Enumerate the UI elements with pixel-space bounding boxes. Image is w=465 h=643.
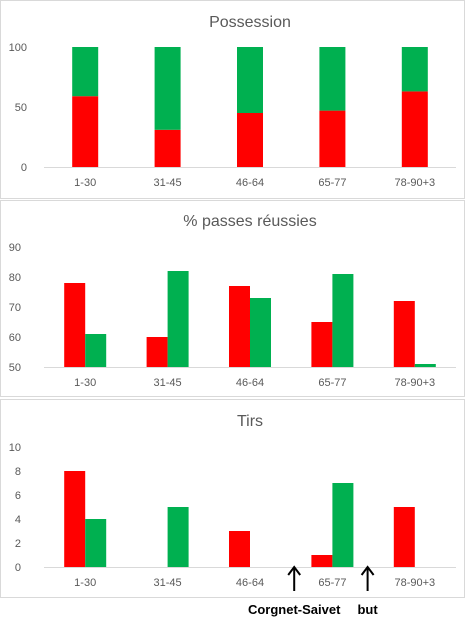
x-tick-label: 46-64 [236,177,264,189]
bar-red [393,507,415,567]
y-tick-label: 90 [9,242,21,254]
y-tick-label: 70 [9,302,21,314]
y-tick-label: 50 [9,362,21,374]
bar-red [237,113,263,167]
bar-green [250,298,271,367]
bar-green [72,47,99,97]
x-tick-label: 31-45 [154,577,182,589]
y-tick-label: 0 [21,162,27,174]
x-tick-label: 46-64 [236,577,264,589]
y-tick-label: 100 [9,42,27,54]
annotation-arrowhead [360,565,375,576]
chart-title: Possession [209,14,291,31]
x-tick-label: 31-45 [154,177,182,189]
bar-red [319,110,346,167]
annotation-label: Corgnet-Saivet [248,602,341,617]
x-tick-label: 65-77 [318,177,346,189]
y-tick-label: 8 [15,466,21,478]
bar-green [167,271,189,367]
bar-green [332,483,354,567]
annotation-label: but [357,602,378,617]
bar-red [64,471,86,567]
bar-red [146,337,168,367]
bar-red [311,555,333,567]
y-tick-label: 0 [15,562,21,574]
x-tick-label: 31-45 [154,377,182,389]
bar-red [72,96,99,167]
x-tick-label: 1-30 [74,377,96,389]
bar-red [229,286,250,367]
x-tick-label: 78-90+3 [394,377,435,389]
bar-green [332,274,354,367]
y-tick-label: 6 [15,490,21,502]
bar-green [401,47,428,92]
x-tick-label: 78-90+3 [394,177,435,189]
x-tick-label: 78-90+3 [394,577,435,589]
bar-red [154,129,181,167]
bar-green [167,507,189,567]
chart-title: Tirs [237,413,263,430]
y-tick-label: 2 [15,538,21,550]
x-tick-label: 1-30 [74,577,96,589]
x-tick-label: 65-77 [318,577,346,589]
bar-green [154,47,181,130]
bar-red [393,301,415,367]
bar-red [64,283,86,367]
bar-green [414,364,436,367]
y-tick-label: 10 [9,442,21,454]
y-tick-label: 80 [9,272,21,284]
bar-red [229,531,250,567]
y-tick-label: 4 [15,514,21,526]
x-tick-label: 1-30 [74,177,96,189]
x-tick-label: 46-64 [236,377,264,389]
y-tick-label: 50 [15,102,27,114]
bar-red [311,322,333,367]
bar-green [85,334,107,367]
annotation-arrowhead [287,565,301,576]
x-tick-label: 65-77 [318,377,346,389]
bar-green [85,519,107,567]
chart-title: % passes réussies [183,213,316,230]
bar-red [401,91,428,167]
bar-green [237,47,263,113]
y-tick-label: 60 [9,332,21,344]
bar-green [319,47,346,111]
